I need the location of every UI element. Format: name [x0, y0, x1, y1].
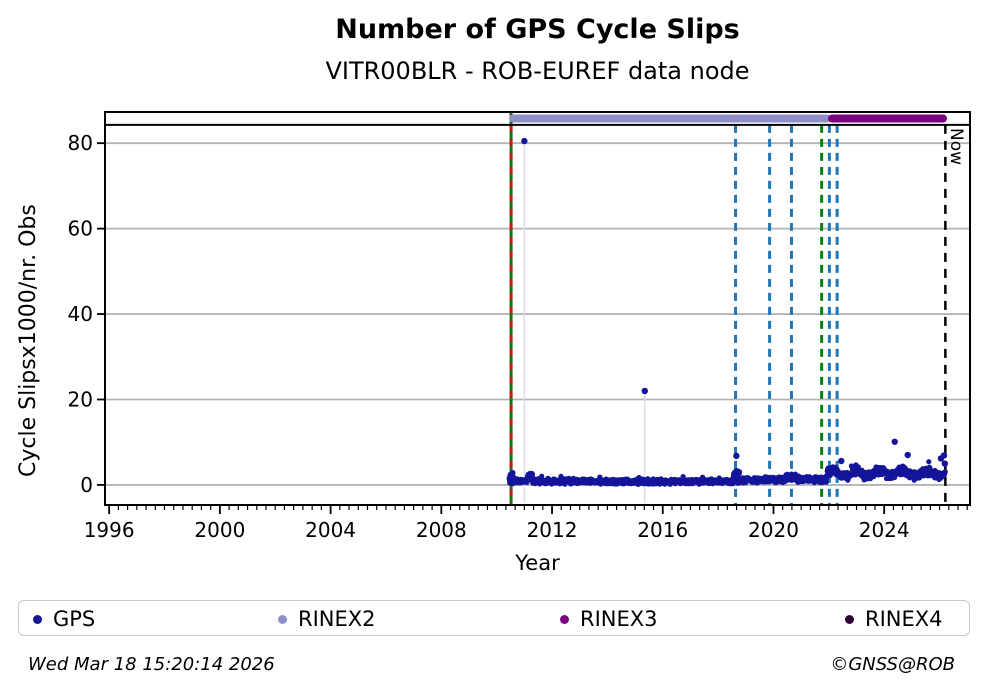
gps-outlier	[904, 451, 911, 459]
x-tick-label-2012: 2012	[527, 518, 578, 542]
rinex-bar-rinex2	[509, 114, 832, 123]
x-tick-label-2004: 2004	[305, 518, 356, 542]
chart-title: Number of GPS Cycle Slips	[335, 14, 740, 45]
gps-point	[539, 473, 545, 479]
gps-outlier	[891, 438, 898, 445]
x-tick-label-2008: 2008	[416, 518, 467, 542]
gps-point	[680, 474, 686, 480]
legend-label-rinex4: RINEX4	[865, 607, 943, 631]
gps-outlier	[838, 457, 845, 465]
gps-scatter	[506, 459, 948, 487]
gps-outlier	[941, 460, 949, 467]
gps-outlier	[521, 137, 528, 145]
y-axis-label: Cycle Slipsx1000/nr. Obs	[16, 204, 41, 477]
x-tick-label-2020: 2020	[748, 518, 799, 542]
gps-marker-icon	[33, 614, 42, 624]
x-tick-label-2000: 2000	[194, 518, 245, 542]
legend-box	[18, 600, 970, 636]
gps-point	[926, 459, 932, 465]
legend-label-rinex3: RINEX3	[580, 607, 658, 631]
gps-outlier	[641, 387, 648, 395]
copyright-credit: ©GNSS@ROB	[830, 654, 955, 675]
gps-point	[736, 469, 743, 475]
gps-outlier	[940, 452, 948, 459]
legend-item-rinex3: RINEX3	[560, 607, 658, 631]
gps-point	[823, 479, 829, 485]
generation-timestamp: Wed Mar 18 15:20:14 2026	[28, 654, 275, 675]
rinex4-marker-icon	[845, 614, 854, 624]
x-tick-label-2016: 2016	[637, 518, 688, 542]
gps-outlier	[733, 452, 740, 460]
rinex3-marker-icon	[560, 614, 569, 624]
legend-item-rinex2: RINEX2	[278, 607, 376, 631]
gps-point	[942, 469, 948, 475]
x-axis-label: Year	[515, 551, 560, 575]
gps-point	[510, 470, 516, 476]
y-tick-label-60: 60	[68, 217, 93, 241]
x-tick-label-1996: 1996	[84, 518, 135, 542]
legend-item-rinex4: RINEX4	[845, 607, 943, 631]
y-tick-label-40: 40	[68, 302, 93, 326]
legend-item-gps: GPS	[33, 607, 95, 631]
legend-label-rinex2: RINEX2	[298, 607, 376, 631]
rinex2-marker-icon	[278, 614, 287, 624]
rinex-bar-rinex3	[828, 114, 948, 123]
y-tick-label-20: 20	[68, 387, 93, 411]
gps-point	[529, 471, 536, 477]
x-tick-label-2024: 2024	[859, 518, 910, 542]
y-tick-label-0: 0	[80, 473, 93, 497]
chart-subtitle: VITR00BLR - ROB-EUREF data node	[325, 57, 750, 85]
plot-border	[104, 111, 971, 506]
now-annotation: Now	[946, 128, 966, 166]
legend-label-gps: GPS	[53, 607, 96, 631]
y-tick-label-80: 80	[68, 131, 93, 155]
